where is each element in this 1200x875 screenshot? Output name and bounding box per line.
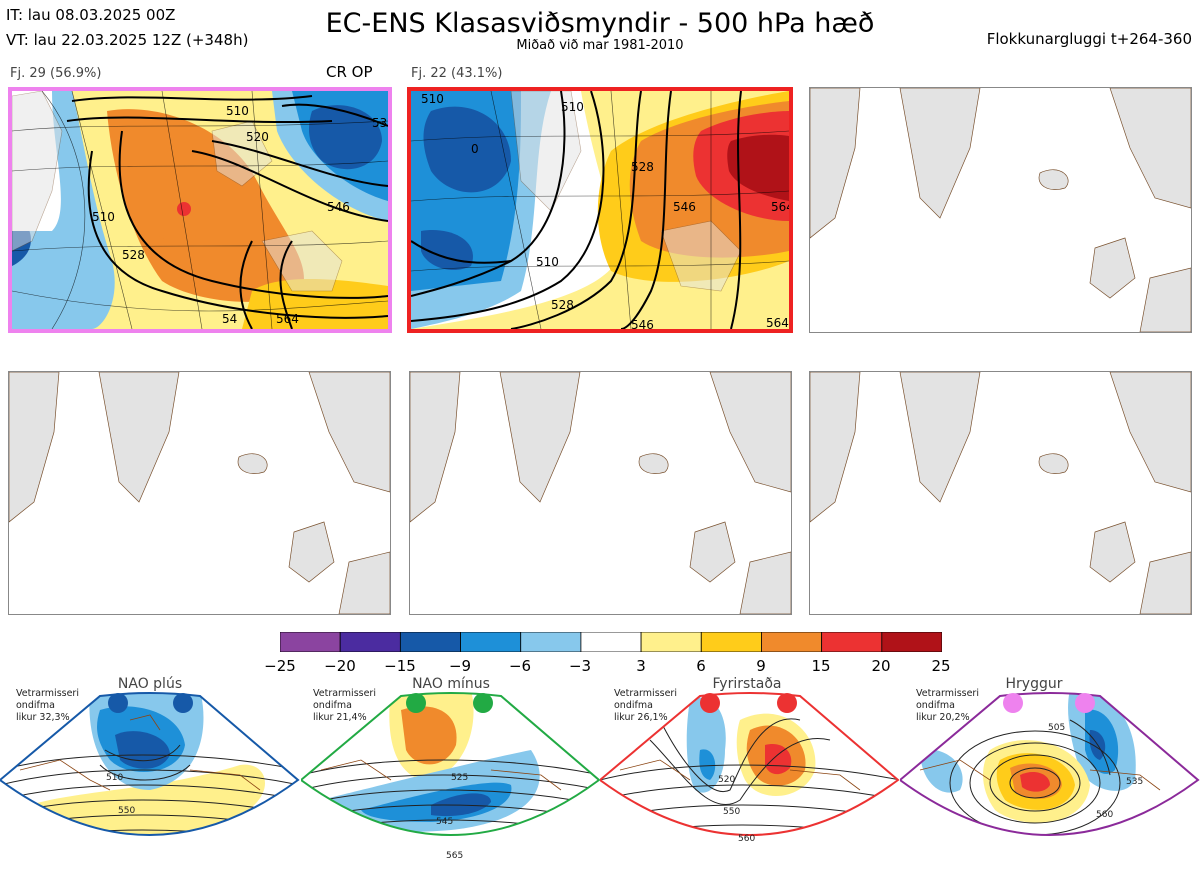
cluster-2-contour-label: 564 bbox=[766, 316, 789, 329]
colorbar-tick: 15 bbox=[811, 657, 831, 675]
regime-4-contour-label: 505 bbox=[1048, 723, 1065, 733]
colorbar-tick: −25 bbox=[264, 657, 296, 675]
colorbar-swatch bbox=[700, 631, 762, 653]
cluster-2-label: Fj. 22 (43.1%) bbox=[411, 66, 503, 81]
regime-3-contour-label: 520 bbox=[718, 775, 735, 785]
regime-4-map: 505 535 560 bbox=[898, 690, 1200, 875]
colorbar-swatch bbox=[520, 631, 582, 653]
colorbar-tick: 3 bbox=[636, 657, 646, 675]
colorbar-tick: −15 bbox=[384, 657, 416, 675]
regime-3-info: Vetrarmisseri ondifma likur 26,1% bbox=[614, 688, 677, 723]
cluster-1-label: Fj. 29 (56.9%) bbox=[10, 66, 102, 81]
colorbar-swatch bbox=[580, 631, 642, 653]
cluster-1-contour-label: 530 bbox=[372, 116, 388, 130]
empty-map-5 bbox=[409, 371, 792, 615]
cluster-1-map: 510 520 530 546 510 528 54 564 bbox=[8, 87, 392, 333]
classification-window: Flokkunargluggi t+264-360 bbox=[986, 30, 1192, 48]
cluster-1-contour-label: 528 bbox=[122, 248, 145, 262]
cluster-2-contour-label: 510 bbox=[561, 100, 584, 114]
colorbar-swatch bbox=[399, 631, 461, 653]
page-subtitle: Miðað við mar 1981-2010 bbox=[516, 38, 684, 53]
cluster-1-contour-label: 54 bbox=[222, 312, 237, 326]
empty-map-6 bbox=[809, 371, 1192, 615]
cluster-1-contour-label: 510 bbox=[226, 104, 249, 118]
regime-4-contour-label: 535 bbox=[1126, 777, 1143, 787]
page-title: EC-ENS Klasasviðsmyndir - 500 hPa hæð bbox=[325, 8, 875, 39]
cluster-1-contour-label: 546 bbox=[327, 200, 350, 214]
colorbar-tick: 9 bbox=[756, 657, 766, 675]
regime-1-name: NAO plús bbox=[117, 676, 183, 692]
regime-1-map: 510 550 bbox=[0, 690, 300, 875]
colorbar-tick: −9 bbox=[448, 657, 472, 675]
regime-3-contour-label: 550 bbox=[723, 807, 740, 817]
regime-1-contour-label: 550 bbox=[118, 806, 135, 816]
regime-2-contour-label: 545 bbox=[436, 817, 453, 827]
cluster-2-contour-label: 510 bbox=[536, 255, 559, 269]
cluster-1-contour-label: 520 bbox=[246, 130, 269, 144]
regime-3-contour-label: 560 bbox=[738, 834, 755, 844]
regime-3-map: 520 550 560 bbox=[598, 690, 900, 875]
cluster-2-contour-label: 564 bbox=[771, 200, 789, 214]
colorbar bbox=[279, 631, 943, 656]
regime-2-contour-label: 565 bbox=[446, 851, 463, 861]
colorbar-tick: 25 bbox=[931, 657, 951, 675]
empty-map-3 bbox=[809, 87, 1192, 333]
colorbar-tick: 6 bbox=[696, 657, 706, 675]
regime-2-info: Vetrarmisseri ondifma likur 21,4% bbox=[313, 688, 376, 723]
regime-4-name: Hryggur bbox=[1005, 676, 1063, 692]
cluster-2-contour-label: 546 bbox=[673, 200, 696, 214]
colorbar-swatch bbox=[640, 631, 702, 653]
regime-2-map: 525 545 565 bbox=[299, 690, 601, 875]
colorbar-swatch bbox=[761, 631, 823, 653]
regime-4-contour-label: 560 bbox=[1096, 810, 1113, 820]
regime-2-name: NAO mínus bbox=[412, 676, 490, 692]
colorbar-tick: −3 bbox=[568, 657, 592, 675]
cluster-1-members: CR OP bbox=[326, 63, 373, 81]
colorbar-swatch bbox=[881, 631, 943, 653]
colorbar-swatch bbox=[460, 631, 522, 653]
empty-map-4 bbox=[8, 371, 391, 615]
colorbar-swatch bbox=[821, 631, 883, 653]
cluster-1-contour-label: 564 bbox=[276, 312, 299, 326]
regime-1-info: Vetrarmisseri ondifma likur 32,3% bbox=[16, 688, 79, 723]
regime-4-info: Vetrarmisseri ondifma likur 20,2% bbox=[916, 688, 979, 723]
colorbar-tick: −6 bbox=[508, 657, 532, 675]
cluster-2-contour-label: 546 bbox=[631, 318, 654, 329]
regime-2-contour-label: 525 bbox=[451, 773, 468, 783]
colorbar-tick: −20 bbox=[324, 657, 356, 675]
colorbar-swatch bbox=[279, 631, 341, 653]
cluster-2-contour-label: 0 bbox=[471, 142, 479, 156]
init-time: IT: lau 08.03.2025 00Z bbox=[6, 6, 176, 24]
cluster-2-map: 510 510 528 546 564 0 510 528 546 564 bbox=[407, 87, 793, 333]
cluster-2-contour-label: 510 bbox=[421, 92, 444, 106]
regime-3-name: Fyrirstaða bbox=[712, 676, 782, 692]
colorbar-swatch bbox=[339, 631, 401, 653]
valid-time: VT: lau 22.03.2025 12Z (+348h) bbox=[6, 31, 249, 49]
regime-1-contour-label: 510 bbox=[106, 773, 123, 783]
colorbar-tick: 20 bbox=[871, 657, 891, 675]
cluster-2-contour-label: 528 bbox=[631, 160, 654, 174]
cluster-2-contour-label: 528 bbox=[551, 298, 574, 312]
cluster-1-contour-label: 510 bbox=[92, 210, 115, 224]
